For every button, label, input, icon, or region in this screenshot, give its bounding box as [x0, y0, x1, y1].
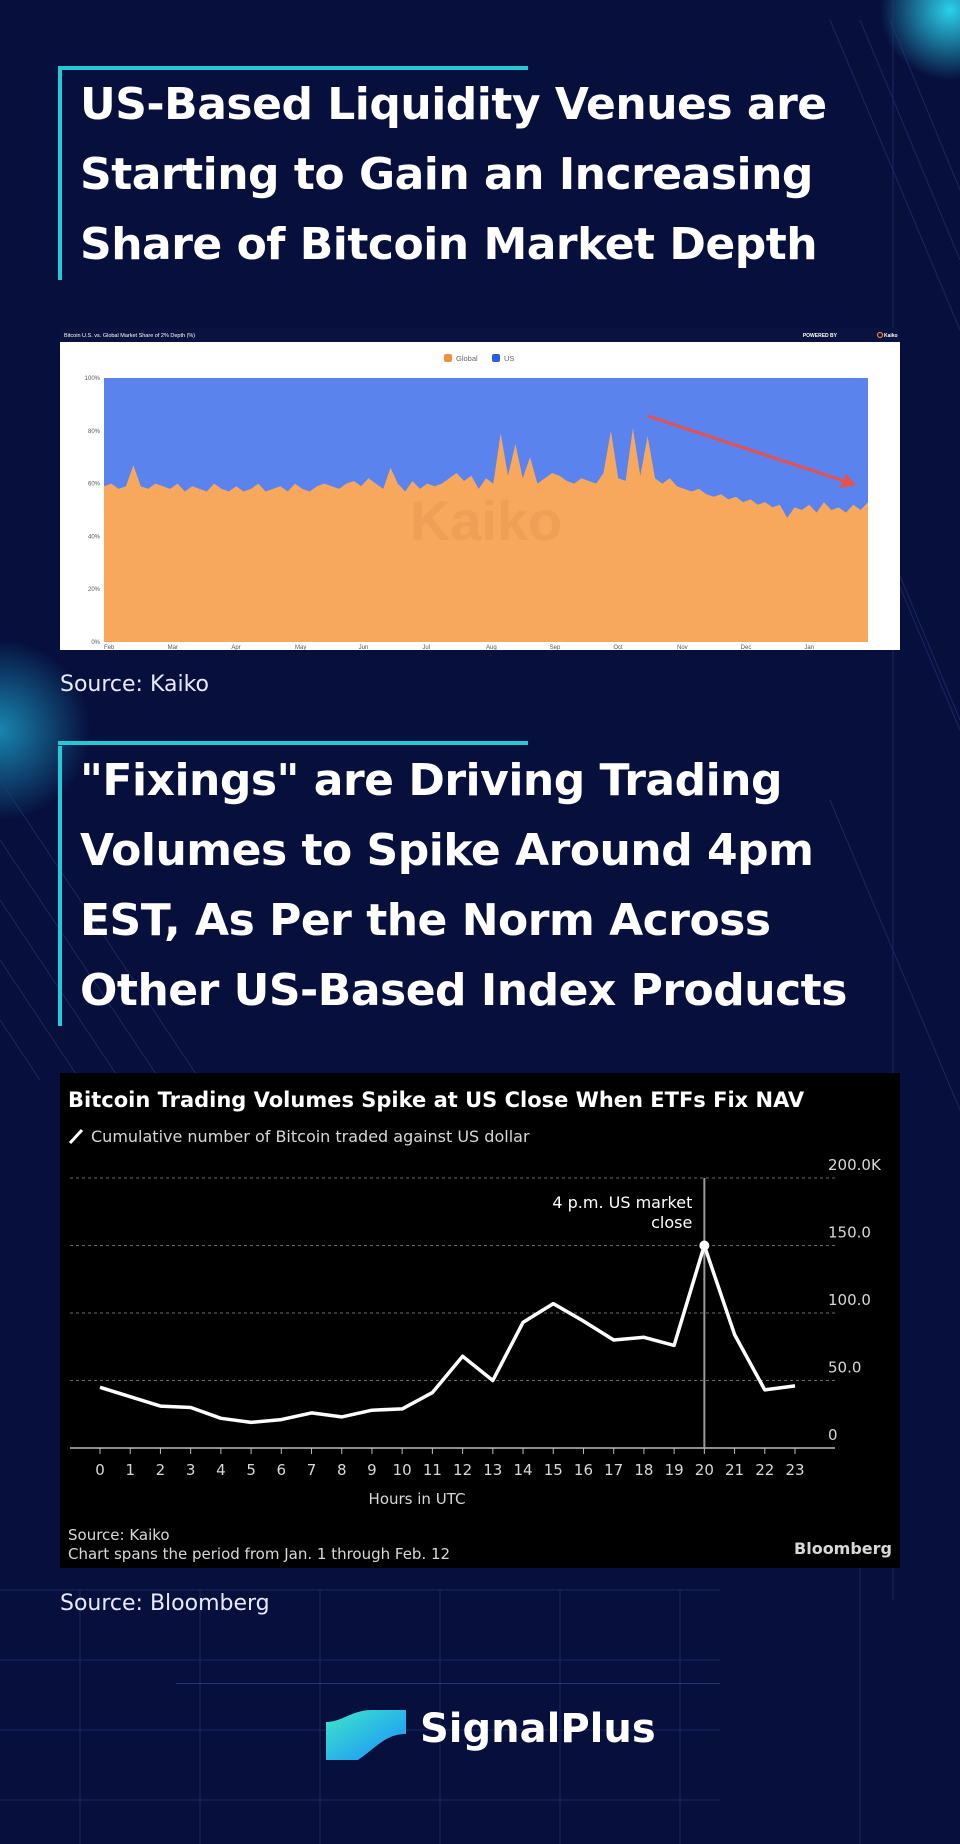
chart1-header-bar	[60, 328, 900, 342]
chart1-xtick: Nov	[677, 645, 688, 650]
chart1-powered-by: POWERED BY	[803, 333, 838, 339]
line-series-icon	[68, 1128, 84, 1145]
chart2-xtick: 12	[453, 1461, 472, 1479]
chart2-xtick: 20	[695, 1461, 714, 1479]
chart1-xtick: Oct	[613, 645, 623, 650]
chart2-xtick: 4	[216, 1461, 226, 1479]
chart1-xtick: Feb	[104, 645, 115, 650]
chart2-subtitle: Cumulative number of Bitcoin traded agai…	[91, 1127, 530, 1146]
trend-arrow-line	[647, 414, 851, 485]
chart2-note: Chart spans the period from Jan. 1 throu…	[68, 1545, 450, 1563]
chart2-xtick: 15	[544, 1461, 563, 1479]
chart2-ytick: 150.0	[828, 1224, 871, 1242]
trend-arrow-head	[840, 474, 856, 488]
chart2-xtick: 1	[125, 1461, 135, 1479]
chart1-xtick: Jun	[359, 645, 369, 650]
market-close-annotation: close	[651, 1213, 692, 1232]
chart2-xtick: 19	[665, 1461, 684, 1479]
peak-point	[699, 1240, 710, 1251]
section-title-1: US-Based Liquidity Venues are Starting t…	[58, 70, 918, 280]
heading-2: "Fixings" are Driving Trading Volumes to…	[80, 755, 847, 1016]
chart1-ytick: 100%	[85, 376, 101, 382]
trading-volume-chart-svg: Bitcoin Trading Volumes Spike at US Clos…	[68, 1088, 892, 1563]
chart2-xtick: 13	[483, 1461, 502, 1479]
chart2-xtick: 9	[367, 1461, 377, 1479]
chart2-credit: Bloomberg	[794, 1539, 892, 1558]
chart1-xtick: Jan	[804, 645, 814, 650]
market-close-annotation: 4 p.m. US market	[552, 1193, 692, 1212]
chart2-xtick: 22	[755, 1461, 774, 1479]
chart2-ytick: 200.0K	[828, 1156, 882, 1174]
chart2-xtick: 17	[604, 1461, 623, 1479]
legend-us-label: US	[504, 354, 514, 363]
chart2-xtick: 18	[634, 1461, 653, 1479]
chart2-ytick: 100.0	[828, 1291, 871, 1309]
title-accent-bar	[58, 66, 528, 70]
brand-name: SignalPlus	[420, 1706, 656, 1752]
chart2-xtick: 10	[393, 1461, 412, 1479]
chart1-brand: Kaiko	[884, 333, 898, 339]
chart1-ytick: 20%	[88, 587, 101, 593]
chart1-xtick: Sep	[550, 645, 561, 650]
chart2-xtick: 2	[156, 1461, 166, 1479]
chart2-xtick: 0	[95, 1461, 105, 1479]
kaiko-watermark: Kaiko	[410, 489, 563, 552]
chart1-plot-area: Kaiko 0% 20% 40% 60% 80% 100% Feb Mar Apr May Jun Ju…	[85, 376, 868, 651]
chart2-xlabel: Hours in UTC	[369, 1490, 466, 1508]
chart2-xtick: 16	[574, 1461, 593, 1479]
chart2-xtick: 8	[337, 1461, 347, 1479]
chart1-xtick: May	[295, 645, 306, 650]
chart2-xtick: 6	[277, 1461, 287, 1479]
source-kaiko: Source: Kaiko	[60, 672, 210, 697]
chart1-xtick: Mar	[168, 645, 178, 650]
chart2-xtick: 21	[725, 1461, 744, 1479]
source-bloomberg: Source: Bloomberg	[60, 1591, 270, 1616]
chart2-ytick: 0	[828, 1426, 838, 1444]
legend-global-label: Global	[456, 354, 478, 363]
chart1-ytick: 60%	[88, 482, 101, 488]
signalplus-logo-icon	[326, 1710, 406, 1760]
chart1-ytick: 40%	[88, 534, 101, 540]
title-accent-bar-2	[58, 741, 528, 745]
chart1-xtick: Apr	[231, 645, 240, 650]
chart1-title: Bitcoin U.S. vs. Global Market Share of …	[64, 333, 195, 339]
chart1-ytick: 0%	[91, 640, 100, 646]
chart1-xtick: Aug	[486, 645, 497, 650]
legend-us-swatch	[492, 354, 500, 362]
chart1-xtick: Dec	[741, 645, 752, 650]
trading-volume-chart: Bitcoin Trading Volumes Spike at US Clos…	[60, 1073, 900, 1568]
chart1-ytick: 80%	[88, 429, 101, 435]
chart2-xtick: 23	[785, 1461, 804, 1479]
chart2-source: Source: Kaiko	[68, 1526, 170, 1544]
heading-1: US-Based Liquidity Venues are Starting t…	[80, 79, 827, 270]
volume-line	[99, 1243, 796, 1425]
chart2-title: Bitcoin Trading Volumes Spike at US Clos…	[68, 1088, 805, 1112]
chart2-xtick: 14	[513, 1461, 532, 1479]
chart2-xtick: 11	[423, 1461, 442, 1479]
chart2-xtick: 3	[186, 1461, 196, 1479]
chart1-xtick: Jul	[422, 645, 430, 650]
global-area	[104, 428, 868, 642]
market-depth-chart-svg: Bitcoin U.S. vs. Global Market Share of …	[60, 328, 900, 651]
kaiko-logo-icon	[876, 331, 884, 339]
section-title-2: "Fixings" are Driving Trading Volumes to…	[58, 746, 918, 1026]
market-depth-chart: Bitcoin U.S. vs. Global Market Share of …	[60, 328, 900, 651]
legend-global-swatch	[444, 354, 452, 362]
footer-divider	[176, 1683, 720, 1684]
chart2-ytick: 50.0	[828, 1359, 861, 1377]
chart2-xtick: 7	[307, 1461, 317, 1479]
chart2-xtick: 5	[246, 1461, 256, 1479]
